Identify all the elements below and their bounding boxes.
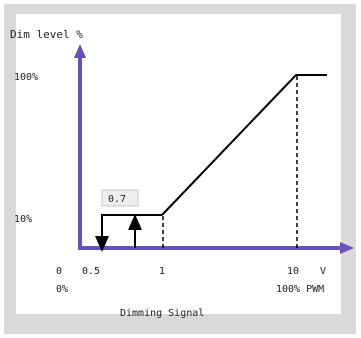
y-axis-arrow-icon: [74, 44, 86, 58]
annotation-box: [101, 189, 139, 207]
plot-area: [16, 14, 341, 314]
x-unit-v: V: [320, 266, 326, 277]
up-arrow-icon: [128, 214, 142, 230]
x-axis-arrow-icon: [340, 242, 354, 254]
hysteresis-segment: [101, 214, 162, 248]
x-tick-0_5: 0.5: [82, 266, 100, 277]
x-tick-10: 10: [287, 266, 299, 277]
chart-svg: Dim level % 100% 10% 0.7 0 0.5 1 10 V 0%: [10, 28, 354, 319]
y-tick-10: 10%: [14, 214, 32, 225]
series-line: [161, 74, 327, 216]
down-arrow-icon: [95, 236, 109, 252]
x-tick-100-pwm: 100% PWM: [276, 284, 324, 295]
x-tick-0: 0: [56, 266, 62, 277]
x-tick-0-percent: 0%: [56, 284, 68, 295]
x-tick-1: 1: [159, 266, 165, 277]
annotation-label: 0.7: [108, 194, 126, 205]
x-axis-label: Dimming Signal: [120, 308, 204, 319]
y-tick-100: 100%: [14, 72, 38, 83]
y-axis-label: Dim level %: [10, 28, 83, 41]
chart-panel: Dim level % 100% 10% 0.7 0 0.5 1 10 V 0%: [4, 4, 356, 334]
